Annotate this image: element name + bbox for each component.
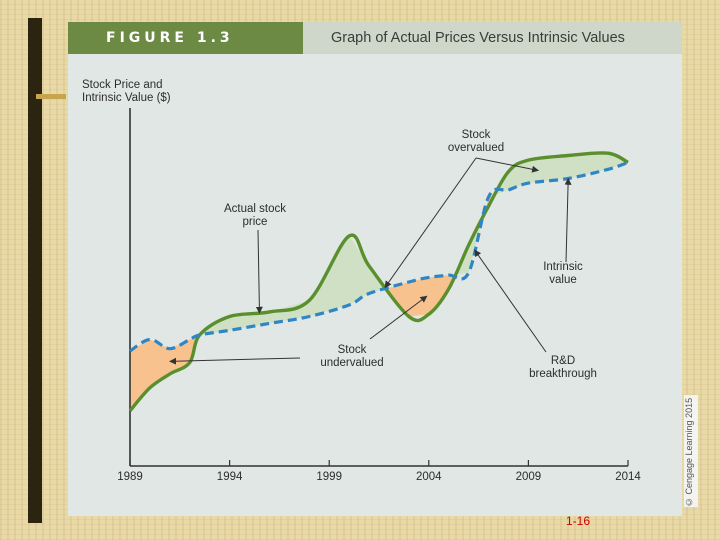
figure-number: FIGURE 1.3 [68,22,303,54]
intrinsic-value-line [129,160,629,353]
annotation-arrow [255,229,263,314]
actual-price-line [128,151,629,412]
annotation-arrow [169,357,301,365]
overvalued-region [496,153,627,195]
figure-title: Graph of Actual Prices Versus Intrinsic … [303,22,682,54]
x-tick-label: 1999 [316,471,342,483]
x-tick-label: 2014 [615,471,641,483]
annotation-label-line: R&D [551,355,575,367]
annotation-label: Stock undervalued [320,344,383,369]
y-axis-label: Stock Price and Intrinsic Value ($) [82,79,171,104]
annotation-arrow [475,157,540,173]
annotation-label: Stock overvalued [448,129,504,154]
undervalued-region [130,335,199,411]
figure-panel: FIGURE 1.3 Graph of Actual Prices Versus… [68,22,682,516]
annotation-arrow [384,157,477,289]
annotation-label-line: Stock [338,344,367,356]
annotation-label-line: overvalued [448,142,504,154]
x-tick-label: 1989 [117,471,143,483]
undervalued-region [387,274,455,317]
overvalued-region [201,236,387,335]
annotation-label-line: breakthrough [529,368,597,380]
annotation-label: R&D breakthrough [529,355,597,380]
x-tick-label: 1994 [217,471,243,483]
copyright-notice: © Cengage Learning 2015 [684,395,698,507]
annotation-label: Intrinsic value [543,261,583,286]
annotation-label-line: price [243,216,268,228]
slide-left-bar [28,18,42,523]
annotation-label-line: undervalued [320,357,383,369]
annotation-label-line: Intrinsic [543,261,583,273]
annotation-label: Actual stock price [224,203,286,228]
annotation-label-line: value [549,274,577,286]
x-tick-label: 2004 [416,471,442,483]
annotation-arrow [564,177,572,263]
annotation-arrow [474,249,547,353]
page-number: 1-16 [566,514,591,528]
slide-bullet-tab [36,94,66,99]
annotation-arrow [369,295,428,340]
x-tick-label: 2009 [516,471,542,483]
annotation-label-line: Actual stock [224,203,286,215]
annotation-label-line: Stock [462,129,491,141]
